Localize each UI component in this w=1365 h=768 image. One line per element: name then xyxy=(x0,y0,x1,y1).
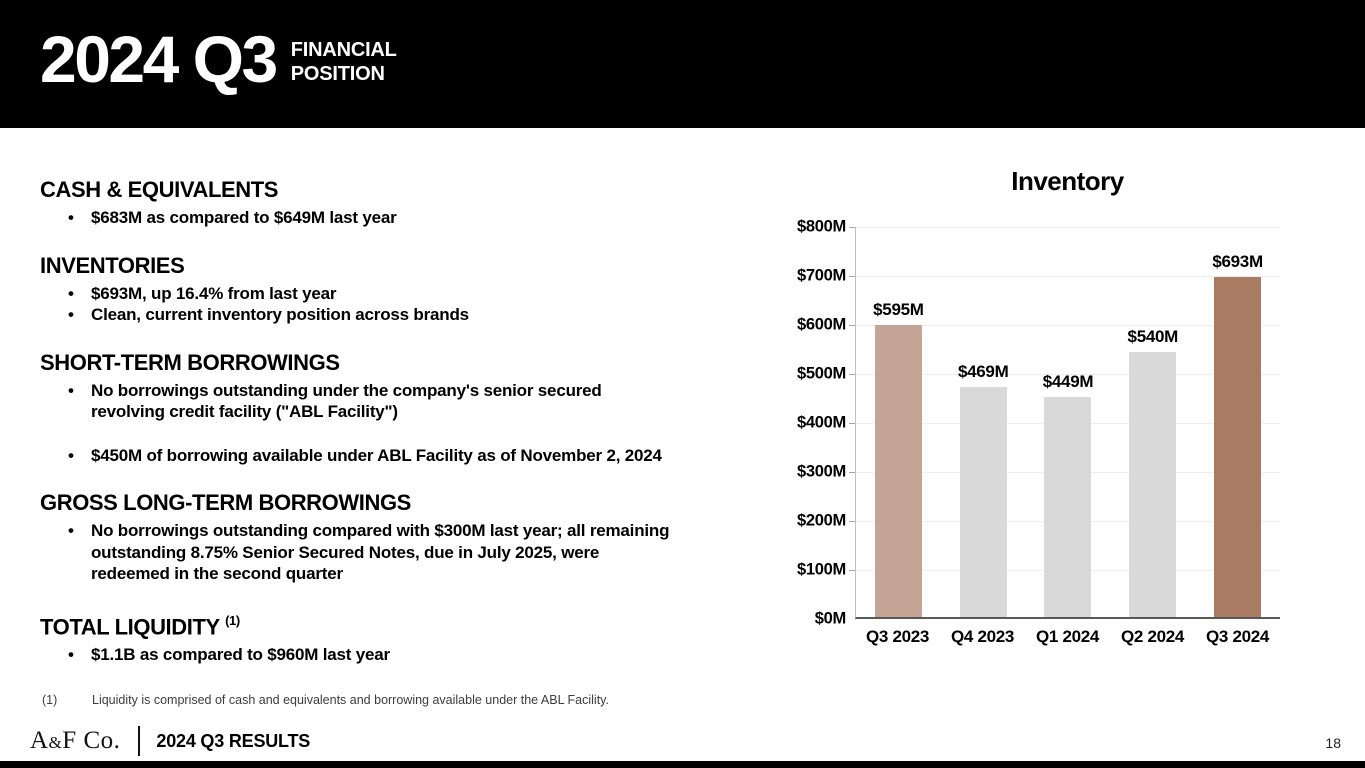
section-heading: CASH & EQUIVALENTS xyxy=(40,177,279,202)
section-total-liquidity: TOTAL LIQUIDITY (1) $1.1B as compared to … xyxy=(40,609,762,666)
gridline xyxy=(856,276,1280,277)
section-cash-equivalents: CASH & EQUIVALENTS $683M as compared to $… xyxy=(40,177,762,229)
y-axis-tick xyxy=(849,227,855,228)
y-axis-tick-label: $600M xyxy=(797,315,846,334)
page-subtitle-line-2: POSITION xyxy=(290,63,385,85)
chart-plot-area: $595M $469M $449M $540M $693M $0M $100M $200M $… xyxy=(797,218,1280,628)
bar xyxy=(1129,352,1177,617)
bar xyxy=(1044,397,1092,617)
x-axis-label: Q1 2024 xyxy=(1035,627,1100,646)
footnote: (1) Liquidity is comprised of cash and eq… xyxy=(42,693,609,707)
footnote-text: Liquidity is comprised of cash and equiv… xyxy=(92,693,609,707)
brand-logo-ampersand: & xyxy=(48,733,63,752)
bullet-item: $693M, up 16.4% from last year xyxy=(40,283,760,305)
brand-logo: A&F Co. xyxy=(30,727,120,755)
section-gross-long-term-borrowings: GROSS LONG-TERM BORROWINGS No borrowings … xyxy=(40,490,762,585)
bar-value-label: $469M xyxy=(957,362,1009,382)
bar-column-q3-2024: $693M xyxy=(1195,227,1280,617)
footnote-reference: (1) xyxy=(225,612,240,628)
y-axis-tick-label: $800M xyxy=(797,217,846,236)
chart-title: Inventory xyxy=(1011,166,1124,196)
y-axis-tick xyxy=(849,521,855,522)
y-axis-tick xyxy=(849,423,855,424)
bar-column-q2-2024: $540M xyxy=(1110,227,1195,617)
bar xyxy=(874,325,922,617)
bar-column-q1-2024: $449M xyxy=(1026,227,1111,617)
gridline xyxy=(856,227,1280,228)
footer-label: 2024 Q3 RESULTS xyxy=(156,730,311,751)
y-axis-tick xyxy=(849,472,855,473)
bullet-item: No borrowings outstanding under the comp… xyxy=(40,380,760,423)
bullet-list: $693M, up 16.4% from last yearClean, cur… xyxy=(40,283,762,326)
y-axis-tick-label: $400M xyxy=(797,413,846,432)
page-subtitle: FINANCIAL POSITION xyxy=(291,38,397,86)
y-axis-tick-label: $500M xyxy=(797,364,846,383)
y-axis-tick xyxy=(849,570,855,571)
bar-column-q4-2023: $469M xyxy=(941,227,1026,617)
x-axis-label: Q3 2024 xyxy=(1205,627,1270,646)
y-axis-tick xyxy=(849,325,855,326)
section-inventories: INVENTORIES $693M, up 16.4% from last yea… xyxy=(40,253,762,326)
section-heading: TOTAL LIQUIDITY (1) xyxy=(40,612,240,639)
brand-logo-prefix: A xyxy=(30,727,49,754)
x-axis-label: Q4 2023 xyxy=(950,627,1015,646)
bar-value-label: $595M xyxy=(873,300,924,320)
y-axis-tick-label: $200M xyxy=(797,511,846,530)
bar-value-label: $540M xyxy=(1127,327,1179,347)
bullet-item: $1.1B as compared to $960M last year xyxy=(40,644,760,666)
bullet-list: No borrowings outstanding compared with … xyxy=(40,520,762,585)
y-axis-tick-label: $700M xyxy=(797,266,846,285)
bullet-item: $683M as compared to $649M last year xyxy=(40,207,760,229)
section-heading: GROSS LONG-TERM BORROWINGS xyxy=(40,490,411,515)
bullet-list: $1.1B as compared to $960M last year xyxy=(40,644,762,666)
x-axis-label: Q3 2023 xyxy=(865,627,930,646)
gridline xyxy=(856,325,1280,326)
y-axis-tick xyxy=(849,374,855,375)
bullet-item: $450M of borrowing available under ABL F… xyxy=(40,445,760,467)
bar-column-q3-2023: $595M xyxy=(856,227,941,617)
bar-value-label: $449M xyxy=(1042,372,1094,391)
y-axis-tick-label: $300M xyxy=(797,462,846,481)
gridline xyxy=(856,374,1280,375)
bullet-item: No borrowings outstanding compared with … xyxy=(40,520,760,585)
page-title: 2024 Q3 xyxy=(40,22,278,96)
section-heading: INVENTORIES xyxy=(40,252,185,278)
footer-divider xyxy=(138,726,141,756)
bar xyxy=(1214,277,1262,617)
footnote-marker: (1) xyxy=(42,693,58,707)
brand-logo-suffix: F Co. xyxy=(62,727,121,754)
bar-value-label: $693M xyxy=(1212,252,1263,272)
header-bar: 2024 Q3 FINANCIAL POSITION xyxy=(0,0,1365,128)
bullet-list: $683M as compared to $649M last year xyxy=(40,207,762,229)
bullet-item: Clean, current inventory position across… xyxy=(40,304,760,326)
inventory-chart: Inventory $595M $469M $449M $540M $693M $0M $… xyxy=(780,158,1300,678)
chart-x-axis-labels: Q3 2023 Q4 2023 Q1 2024 Q2 2024 Q3 2024 xyxy=(855,627,1280,647)
bullet-list: No borrowings outstanding under the comp… xyxy=(40,380,762,467)
section-short-term-borrowings: SHORT-TERM BORROWINGS No borrowings outst… xyxy=(40,350,762,467)
chart-bars: $595M $469M $449M $540M $693M xyxy=(856,227,1280,617)
footer: A&F Co. 2024 Q3 RESULTS xyxy=(30,725,310,757)
y-axis-tick-label: $0M xyxy=(814,609,847,628)
bottom-bar xyxy=(0,761,1365,768)
page-number: 18 xyxy=(1325,735,1341,751)
bar xyxy=(959,387,1007,617)
y-axis-tick-label: $100M xyxy=(797,560,846,579)
content-sections: CASH & EQUIVALENTS $683M as compared to $… xyxy=(40,177,762,665)
section-heading: SHORT-TERM BORROWINGS xyxy=(40,349,340,375)
x-axis-label: Q2 2024 xyxy=(1120,627,1185,646)
y-axis-tick xyxy=(849,276,855,277)
page-subtitle-line-1: FINANCIAL xyxy=(290,39,397,61)
